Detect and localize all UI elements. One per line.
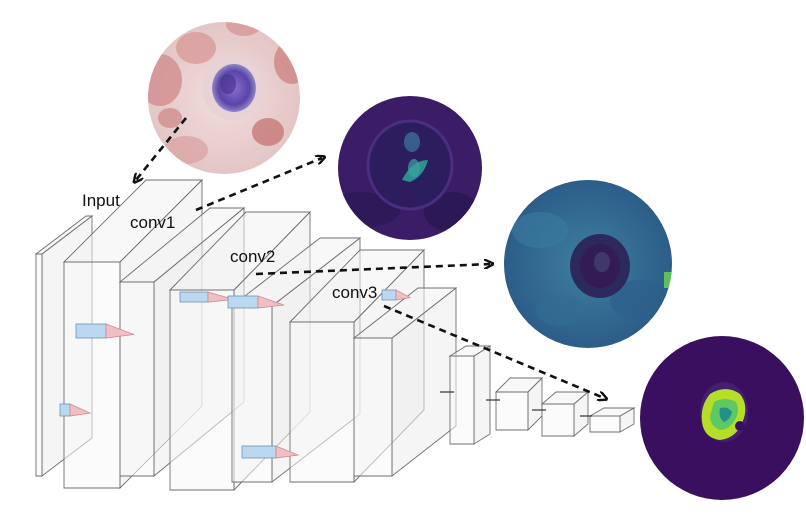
layer-stack (34, 178, 636, 492)
kernel-projection (207, 291, 235, 303)
layer-slab (352, 287, 458, 477)
kernel-block (227, 295, 259, 309)
arrow-image-to-input (136, 117, 188, 180)
kernel-prism (75, 323, 135, 339)
layer-slab (448, 345, 492, 445)
conv3-feature-map (640, 336, 804, 500)
arrow-conv3-to-map (383, 304, 604, 398)
slab-front-face (119, 281, 155, 477)
layer-slab (494, 376, 544, 432)
kernel-projection (395, 289, 412, 301)
kernel-prism (381, 289, 412, 301)
slab-front-face (63, 261, 121, 489)
slab-front-face (289, 321, 355, 483)
kernel-projection (69, 403, 92, 417)
kernel-block (381, 289, 397, 301)
slab-front-face (353, 337, 393, 477)
dashed-arrows (136, 117, 604, 398)
label-input: Input (82, 191, 120, 210)
conv2-feature-map (504, 180, 672, 348)
slab-side-face (473, 345, 491, 445)
kernel-block (75, 323, 107, 339)
slab-front-face (35, 253, 43, 477)
kernel-block (241, 445, 277, 459)
label-conv2: conv2 (230, 247, 275, 266)
label-conv3: conv3 (332, 283, 377, 302)
slab-front-face (449, 355, 475, 445)
kernel-block (179, 291, 209, 303)
kernel-projection (275, 445, 300, 459)
arrow-conv2-to-map (255, 264, 490, 276)
kernel-prism (227, 295, 285, 309)
kernel-prism (59, 403, 92, 417)
kernel-projection (105, 323, 135, 339)
slab-front-face (169, 289, 235, 491)
conv1-feature-map (338, 96, 482, 240)
slab-front-face (589, 415, 621, 433)
kernel-prisms (59, 289, 592, 459)
kernel-prism (179, 291, 235, 303)
layer-slab (540, 391, 590, 437)
kernel-prism (241, 445, 300, 459)
arrow-conv1-to-map (195, 158, 322, 212)
kernel-projection (257, 295, 285, 309)
slab-front-face (541, 403, 575, 437)
layer-slab (588, 407, 636, 433)
input-image (148, 22, 300, 174)
slab-front-face (495, 391, 529, 431)
label-conv1: conv1 (130, 213, 175, 232)
kernel-block (59, 403, 71, 417)
